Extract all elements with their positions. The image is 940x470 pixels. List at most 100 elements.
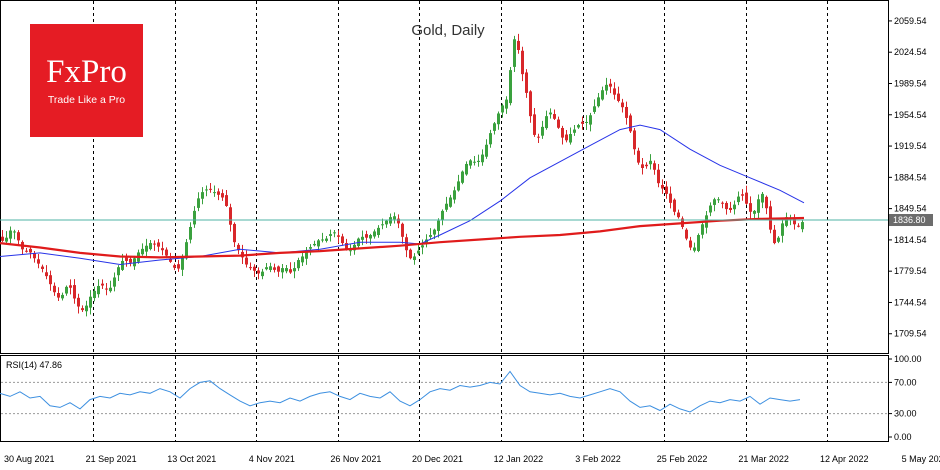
candle-bull [421, 245, 424, 248]
candle-bull [97, 285, 100, 295]
candle-bear [557, 119, 560, 128]
candle-bear [609, 83, 612, 87]
candle-bull [309, 247, 312, 249]
fxpro-logo: FxPro Trade Like a Pro [30, 24, 143, 137]
candle-bull [85, 305, 88, 312]
candle-bear [533, 114, 536, 135]
candle-bear [797, 225, 800, 227]
candle-bull [781, 223, 784, 236]
candle-bull [461, 171, 464, 183]
candle-bear [165, 249, 168, 256]
candle-bear [45, 272, 48, 277]
candle-bull [353, 244, 356, 251]
candle-bull [733, 204, 736, 210]
candle-bear [397, 218, 400, 224]
candle-bull [113, 277, 116, 287]
chart-title: Gold, Daily [411, 22, 485, 39]
rsi-tick-label: 70.00 [894, 377, 917, 387]
candle-bull [701, 224, 704, 235]
candle-bear [673, 199, 676, 212]
candle-bull [441, 210, 444, 221]
candle-bull [513, 39, 516, 67]
candle-bear [685, 229, 688, 239]
price-tick-label: 2059.54 [894, 16, 927, 26]
candle-bull [133, 258, 136, 267]
candle-bear [289, 269, 292, 273]
candle-bear [721, 202, 724, 204]
candle-bear [37, 259, 40, 264]
candle-bull [429, 235, 432, 237]
candle-bull [593, 106, 596, 112]
candle-bear [129, 258, 132, 263]
candle-bear [657, 169, 660, 184]
candle-bear [529, 91, 532, 117]
candle-bull [149, 243, 152, 250]
candle-bear [249, 267, 252, 269]
price-axis: 2059.54 2024.54 1989.54 1954.54 1919.54 1884.… [888, 16, 927, 339]
candle-bear [537, 136, 540, 138]
candle-bear [229, 207, 232, 225]
candle-bear [365, 234, 368, 238]
candle-bear [169, 258, 172, 262]
date-tick-label: 4 Nov 2021 [249, 454, 295, 464]
current-price-tag [889, 214, 933, 227]
candle-bull [477, 160, 480, 162]
candle-bear [409, 249, 412, 259]
candle-bull [117, 267, 120, 276]
candle-bull [285, 268, 288, 272]
candle-bear [125, 257, 128, 261]
candle-bear [273, 267, 276, 270]
candle-bull [141, 248, 144, 255]
candle-bull [9, 230, 12, 239]
candle-bear [517, 40, 520, 51]
candle-bull [377, 227, 380, 236]
candle-bear [53, 285, 56, 293]
candle-bull [93, 290, 96, 299]
candle-bull [709, 205, 712, 213]
rsi-tick-label: 0.00 [894, 432, 912, 442]
candle-bull [601, 90, 604, 100]
candle-bull [481, 154, 484, 163]
candle-bear [561, 127, 564, 138]
candle-bull [361, 236, 364, 240]
candle-bear [629, 115, 632, 132]
candle-bull [313, 243, 316, 246]
candle-bear [405, 237, 408, 251]
candle-bear [153, 243, 156, 245]
price-tick-label: 1919.54 [894, 141, 927, 151]
candle-bear [525, 72, 528, 93]
candle-bull [753, 210, 756, 214]
candle-bull [541, 126, 544, 136]
candle-bull [181, 258, 184, 270]
candle-bull [145, 245, 148, 252]
candle-bull [597, 97, 600, 107]
logo-tagline: Trade Like a Pro [47, 94, 126, 106]
ma-50-line [0, 124, 805, 266]
candle-bull [317, 240, 320, 247]
candle-bull [457, 181, 460, 191]
candle-bear [581, 121, 584, 124]
price-tick-label: 1884.54 [894, 172, 927, 182]
candle-bull [493, 123, 496, 131]
candle-bull [777, 237, 780, 242]
current-price-label: 1836.80 [893, 215, 926, 225]
candle-bear [633, 130, 636, 150]
current-price-marker: 1836.80 [0, 214, 933, 227]
candle-bull [61, 294, 64, 299]
candle-bear [105, 288, 108, 290]
candle-bull [497, 113, 500, 125]
candle-bear [237, 244, 240, 251]
candle-bull [437, 220, 440, 231]
candle-bull [65, 286, 68, 294]
candle-bear [81, 308, 84, 311]
date-tick-label: 13 Oct 2021 [167, 454, 216, 464]
candle-bear [765, 196, 768, 209]
candle-bear [625, 106, 628, 118]
candle-bull [697, 235, 700, 251]
candle-bear [565, 134, 568, 141]
candle-bull [305, 251, 308, 259]
candle-bear [613, 88, 616, 95]
candle-bear [337, 235, 340, 237]
candle-bear [661, 185, 664, 189]
rsi-tick-label: 100.00 [894, 354, 922, 364]
